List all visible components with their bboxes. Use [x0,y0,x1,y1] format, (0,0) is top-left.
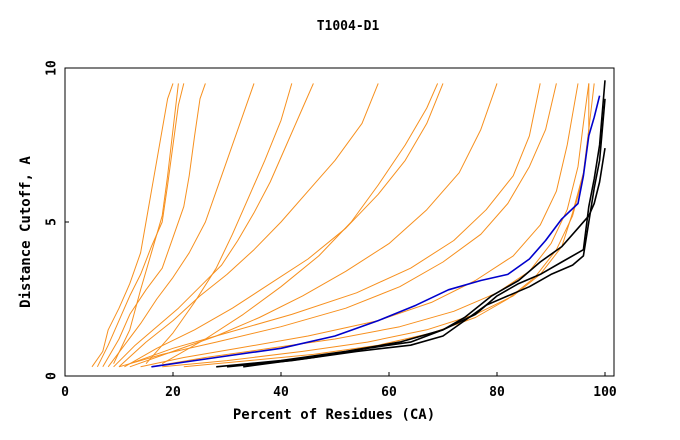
x-axis-title: Percent of Residues (CA) [233,407,435,423]
y-axis-title: Distance Cutoff, A [18,156,34,308]
series-layer [91,80,606,368]
series-line-orange-12 [140,83,579,368]
series-line-orange-16 [129,83,541,365]
series-line-black-2 [226,98,606,368]
x-tick-label: 100 [593,385,617,400]
x-tick-label: 40 [273,385,289,400]
series-line-orange-17 [118,83,557,368]
ticks-layer: 0 20 40 60 80 100 0 5 10 [45,60,617,400]
y-tick-label: 5 [45,218,60,226]
chart-title: T1004-D1 [317,19,380,34]
series-line-orange-7 [124,83,444,368]
y-tick-label: 10 [45,60,60,76]
series-line-orange-3 [102,83,206,368]
series-line-orange-5 [113,83,314,368]
series-line-orange-2 [96,83,185,368]
x-tick-label: 0 [61,385,69,400]
y-tick-label: 0 [45,372,60,380]
x-tick-label: 80 [489,385,505,400]
series-line-orange-9 [113,83,179,364]
series-line-orange-11 [161,83,439,365]
series-line-black-3 [243,147,606,368]
series-line-orange-1 [91,83,174,368]
series-line-orange-10 [145,83,293,365]
series-line-orange-6 [118,83,379,368]
x-tick-label: 20 [165,385,181,400]
x-tick-label: 60 [381,385,397,400]
series-line-orange-4 [107,83,255,368]
series-line-blue [151,95,601,368]
